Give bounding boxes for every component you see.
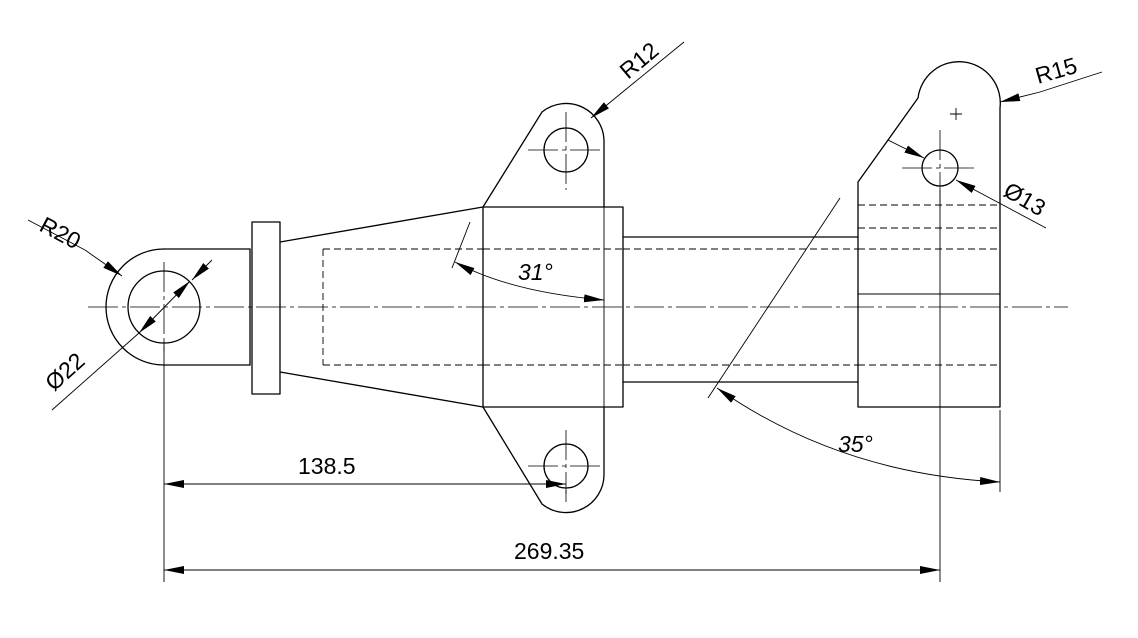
dim-r12: R12 (615, 37, 664, 84)
dimension-lines (27, 41, 1103, 582)
dim-35-deg: 35° (838, 431, 873, 457)
shaft (622, 236, 859, 383)
dim-138-5: 138.5 (298, 453, 356, 479)
bottom-lug-hole (543, 443, 589, 489)
right-lug-hole (921, 149, 959, 187)
top-lug (482, 102, 605, 208)
dim-d13: Ø13 (1000, 177, 1051, 221)
dimension-labels: R20 Ø22 R12 R15 Ø13 31° 35° 138.5 269.35 (36, 37, 1080, 564)
top-lug-hole (543, 127, 589, 173)
tapered-body (279, 206, 484, 408)
dim-d22: Ø22 (40, 347, 90, 395)
dim-r15: R15 (1032, 52, 1080, 89)
bottom-lug (482, 406, 605, 514)
dim-31-deg: 31° (518, 259, 553, 285)
flange (251, 221, 281, 395)
right-block (857, 61, 1001, 408)
dim-269-35: 269.35 (514, 538, 584, 564)
dim-r20: R20 (36, 211, 85, 254)
center-block (482, 206, 624, 408)
